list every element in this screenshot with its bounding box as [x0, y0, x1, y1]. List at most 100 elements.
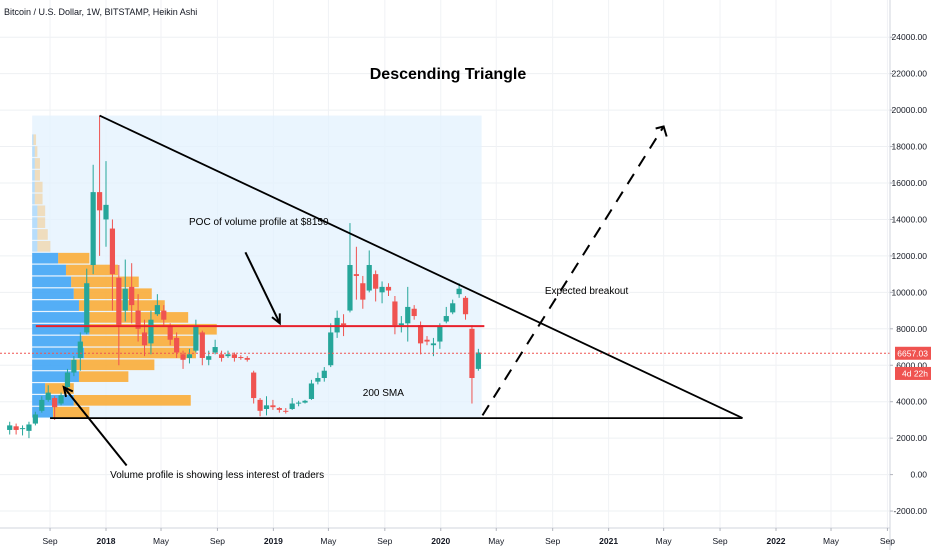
volume-profile-up-bar	[32, 288, 74, 300]
volume-profile-down-bar	[58, 252, 90, 264]
candle-body	[64, 372, 71, 388]
volume-profile-down-bar	[78, 300, 165, 311]
candle-body	[244, 357, 250, 360]
candle-body	[45, 392, 51, 400]
breakout-arrowhead	[655, 125, 668, 137]
candle-body	[398, 323, 404, 326]
y-tick-label: 12000.00	[892, 251, 928, 261]
chart-title: Descending Triangle	[370, 66, 527, 83]
y-tick-label: 20000.00	[892, 105, 928, 115]
x-tick-label: May	[656, 536, 673, 546]
candle-body	[135, 310, 141, 329]
y-tick-label: 16000.00	[892, 178, 928, 188]
volume-profile-down-bar	[37, 241, 51, 252]
price-axis[interactable]: 24000.00 22000.00 20000.00 18000.00 16000.00…	[889, 0, 931, 550]
y-tick-label: 0.00	[910, 470, 927, 480]
candle-body	[315, 378, 321, 382]
annotation-label: Expected breakout	[545, 286, 629, 297]
candle-body	[296, 402, 302, 404]
candle-body	[103, 204, 109, 220]
y-tick-label: 6000.00	[896, 360, 927, 370]
candle-body	[116, 277, 122, 326]
x-tick-label: 2018	[97, 536, 116, 546]
volume-profile-down-bar	[81, 335, 199, 347]
volume-profile-down-bar	[71, 276, 139, 288]
x-tick-label: Sep	[880, 536, 895, 546]
volume-profile-up-bar	[32, 146, 35, 157]
candle-body	[353, 274, 359, 276]
volume-profile-up-bar	[32, 347, 85, 359]
volume-profile-up-bar	[32, 229, 38, 240]
volume-profile-up-bar	[32, 217, 38, 228]
volume-profile-up-bar	[32, 241, 38, 252]
candle-body	[206, 356, 212, 360]
candle-body	[385, 286, 392, 291]
y-tick-label: 2000.00	[896, 433, 927, 443]
y-tick-label: 18000.00	[892, 142, 928, 152]
x-tick-label: Sep	[545, 536, 560, 546]
candle-body	[289, 403, 295, 409]
annotation-arrowhead	[62, 385, 74, 398]
x-tick-label: 2019	[264, 536, 283, 546]
x-tick-label: 2020	[431, 536, 450, 546]
candle-body	[475, 352, 481, 369]
price-label-text: 4d 22h	[902, 369, 928, 379]
candle-body	[430, 343, 437, 346]
candle-body	[328, 332, 334, 366]
x-tick-label: May	[488, 536, 505, 546]
volume-profile-up-bar	[32, 300, 79, 311]
volume-profile-down-bar	[34, 181, 43, 193]
volume-profile-down-bar	[71, 359, 155, 371]
volume-profile-down-bar	[52, 406, 90, 418]
candle-body	[218, 354, 225, 358]
candle-body	[186, 354, 193, 358]
candle-body	[417, 325, 424, 344]
volume-profile-up-bar	[32, 264, 66, 276]
volume-profile-up-bar	[32, 252, 59, 264]
candle-body	[148, 319, 154, 344]
candle-body	[283, 410, 289, 412]
candle-body	[58, 395, 64, 404]
x-tick-label: Sep	[42, 536, 57, 546]
candle-body	[141, 332, 148, 346]
volume-profile-down-bar	[34, 146, 38, 157]
y-tick-label: 8000.00	[896, 324, 927, 334]
annotation-label: POC of volume profile at $8150	[189, 217, 329, 228]
candle-body	[424, 339, 430, 342]
candle-body	[193, 326, 199, 351]
candle-body	[167, 326, 173, 340]
candle-body	[437, 326, 443, 342]
y-tick-label: -2000.00	[893, 506, 927, 516]
trendlines	[50, 114, 743, 420]
annotation-label: 200 SMA	[363, 388, 404, 399]
y-tick-label: 4000.00	[896, 397, 927, 407]
x-tick-label: Sep	[377, 536, 392, 546]
candle-body	[456, 288, 462, 295]
volume-profile-down-bar	[73, 395, 191, 406]
candle-body	[231, 354, 238, 358]
y-tick-label: 14000.00	[892, 214, 928, 224]
candle-body	[154, 305, 160, 315]
y-tick-label: 24000.00	[892, 32, 928, 42]
candle-body	[340, 323, 347, 326]
candle-body	[405, 306, 411, 324]
candle-body	[263, 405, 270, 409]
volume-profile-up-bar	[32, 181, 35, 193]
candle-body	[411, 308, 417, 317]
annotation-label: Volume profile is showing less interest …	[110, 470, 324, 481]
candle-body	[366, 265, 372, 291]
annotation-arrow	[63, 386, 128, 467]
time-axis[interactable]: Sep 2018 May Sep 2019 May Sep 2020 May Sep 2021 May…	[0, 527, 895, 546]
volume-profile-down-bar	[65, 264, 118, 276]
horizontal-lines	[0, 325, 890, 354]
candle-body	[450, 303, 456, 313]
candle-body	[360, 283, 366, 300]
symbol-title: Bitcoin / U.S. Dollar, 1W, BITSTAMP, Hei…	[4, 7, 198, 17]
candle-body	[90, 192, 96, 266]
volume-profile-down-bar	[33, 134, 37, 146]
volume-profile-down-bar	[37, 229, 48, 240]
candle-body	[13, 426, 19, 430]
candle-body	[71, 359, 77, 373]
